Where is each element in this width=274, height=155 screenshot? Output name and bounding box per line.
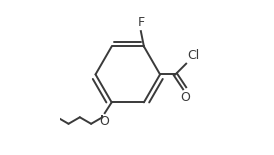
Text: O: O [181, 91, 190, 104]
Text: O: O [99, 115, 109, 128]
Text: Cl: Cl [187, 49, 199, 62]
Text: F: F [137, 16, 144, 29]
